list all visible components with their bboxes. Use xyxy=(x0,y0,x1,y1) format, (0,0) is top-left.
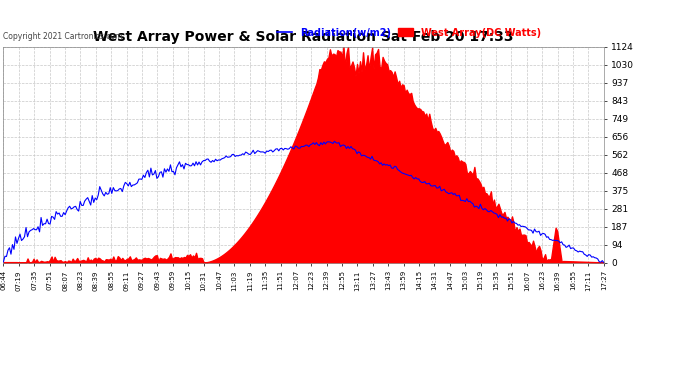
Text: Copyright 2021 Cartronics.com: Copyright 2021 Cartronics.com xyxy=(3,32,123,41)
Legend: Radiation(w/m2), West Array(DC Watts): Radiation(w/m2), West Array(DC Watts) xyxy=(273,24,545,42)
Title: West Array Power & Solar Radiation Sat Feb 20 17:33: West Array Power & Solar Radiation Sat F… xyxy=(93,30,514,44)
